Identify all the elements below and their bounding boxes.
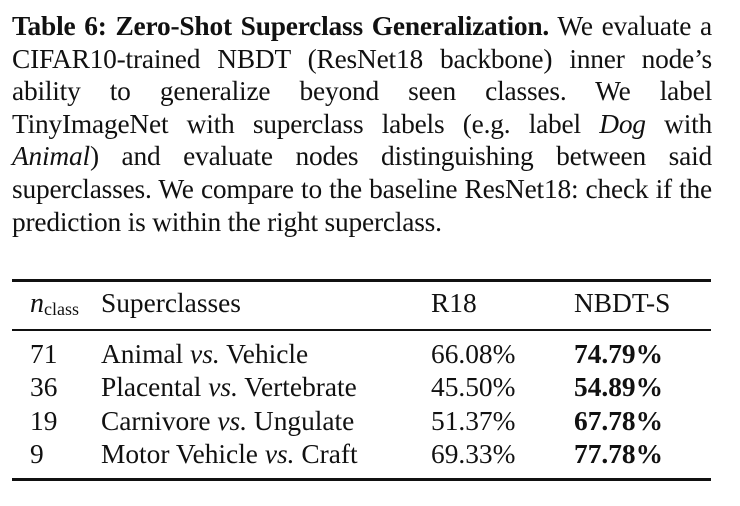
header-r18: R18 <box>431 288 477 318</box>
row-3-left: Carnivore <box>101 406 211 436</box>
row-4-superclasses: Motor Vehicle vs. Craft <box>101 438 358 470</box>
nclass-subscript: class <box>44 299 79 319</box>
row-2-vs: vs. <box>208 372 238 402</box>
row-2-n: 36 <box>30 372 58 402</box>
row-1-nbdt: 74.79% <box>574 339 664 369</box>
header-nclass: nclass <box>30 287 79 322</box>
table-bottom-rule <box>12 478 711 481</box>
table-top-rule <box>12 279 711 282</box>
row-3-r18: 51.37% <box>431 406 516 436</box>
row-1-right: Vehicle <box>226 339 309 369</box>
row-3-vs: vs. <box>217 406 248 436</box>
row-4-right: Craft <box>301 439 358 469</box>
caption-text-2: with <box>645 108 713 139</box>
row-4-vs: vs. <box>264 439 295 469</box>
table-caption: Table 6: Zero-Shot Superclass Generaliza… <box>12 10 712 238</box>
caption-text-1: We evaluate a CIFAR10-trained NBDT (ResN… <box>12 11 712 139</box>
row-3-n: 19 <box>30 406 58 436</box>
row-3-nbdt: 67.78% <box>574 406 664 436</box>
row-3-right: Ungulate <box>253 406 355 436</box>
caption-label: Table 6: Zero-Shot Superclass Generaliza… <box>12 11 550 41</box>
caption-dog: Dog <box>599 108 646 139</box>
row-4-n: 9 <box>30 439 44 469</box>
row-1-superclasses: Animal vs. Vehicle <box>101 338 308 370</box>
row-1-r18: 66.08% <box>431 339 516 369</box>
row-4-left: Motor Vehicle <box>101 439 258 469</box>
table-mid-rule <box>12 329 711 331</box>
row-2-superclasses: Placental vs. Vertebrate <box>101 371 357 403</box>
row-2-nbdt: 54.89% <box>574 372 664 402</box>
row-1-left: Animal <box>101 339 184 369</box>
caption-animal: Animal <box>12 141 90 172</box>
caption-text-3: ) and evaluate nodes distinguishing betw… <box>12 141 712 237</box>
row-2-right: Vertebrate <box>244 372 357 402</box>
row-2-r18: 45.50% <box>431 372 516 402</box>
header-superclasses: Superclasses <box>101 288 241 318</box>
row-4-r18: 69.33% <box>431 439 516 469</box>
row-2-left: Placental <box>101 372 202 402</box>
header-nbdt: NBDT-S <box>574 288 671 318</box>
row-3-superclasses: Carnivore vs. Ungulate <box>101 405 354 437</box>
row-1-vs: vs. <box>190 339 220 369</box>
row-4-nbdt: 77.78% <box>574 439 664 469</box>
row-1-n: 71 <box>30 339 58 369</box>
nclass-symbol: n <box>30 288 44 319</box>
